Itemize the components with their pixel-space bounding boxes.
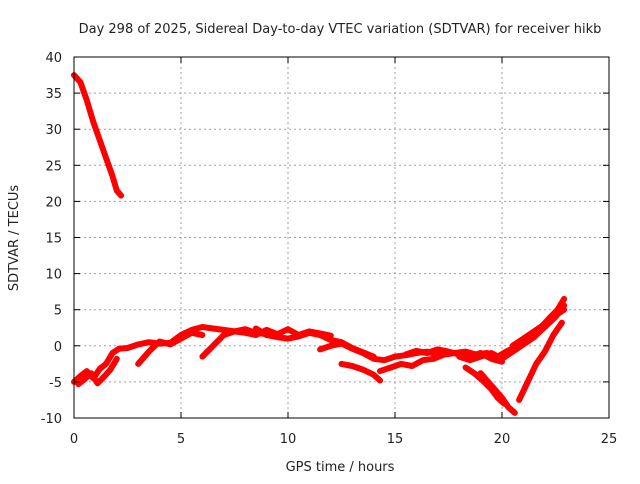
series-line-arc-m <box>477 370 518 416</box>
series-line-arc-g <box>338 360 383 384</box>
y-tick-label: 10 <box>45 268 62 283</box>
y-tick-label: 20 <box>45 195 62 210</box>
series-line-arc-n <box>516 319 565 403</box>
series-line-early-high <box>71 72 125 199</box>
x-axis-label: GPS time / hours <box>286 460 395 475</box>
series-line-arc-b <box>75 355 120 388</box>
y-tick-label: 5 <box>54 304 62 319</box>
series-line-arc-o <box>509 306 568 349</box>
x-tick-label: 10 <box>280 432 297 447</box>
y-tick-label: 35 <box>45 87 62 102</box>
y-tick-label: -10 <box>41 412 62 427</box>
x-tick-label: 20 <box>494 432 511 447</box>
y-tick-label: 40 <box>45 51 62 66</box>
y-tick-label: 25 <box>45 159 62 174</box>
x-tick-label: 0 <box>70 432 78 447</box>
x-tick-label: 25 <box>601 432 618 447</box>
x-tick-label: 5 <box>177 432 185 447</box>
x-tick-label: 15 <box>387 432 404 447</box>
series-line-arc-l <box>494 295 568 360</box>
y-axis-label: SDTVAR / TECUs <box>7 185 22 292</box>
y-tick-label: 30 <box>45 123 62 138</box>
y-tick-label: -5 <box>49 376 62 391</box>
y-tick-label: 0 <box>54 340 62 355</box>
y-tick-label: 15 <box>45 232 62 247</box>
series-layer <box>71 72 568 416</box>
series-line-arc-c <box>135 329 206 367</box>
tick-layer: 0 5 10 15 20 25 -10 -5 0 5 10 15 20 25 30 35 40 <box>41 51 618 447</box>
series-line-arc-k <box>462 364 508 407</box>
chart-title: Day 298 of 2025, Sidereal Day-to-day VTE… <box>79 22 602 37</box>
